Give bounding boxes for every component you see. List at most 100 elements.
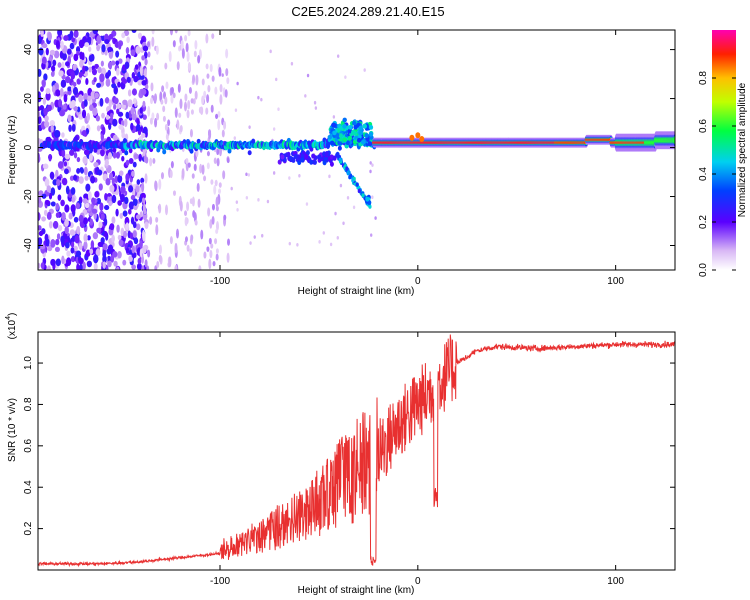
spectrogram-cell [219,94,223,105]
spectrogram-cell [147,51,151,58]
spectrogram-cell [107,152,113,160]
snr-marks [38,334,675,568]
spectrogram-cell [347,128,353,134]
spectrogram-cell [144,83,149,90]
spectrogram-cell [73,152,78,159]
spectrogram-cell [68,124,72,132]
spectrogram-cell [172,190,176,196]
spectrogram-cell [66,48,72,55]
spectrogram-cell [211,203,215,211]
spectrogram-cell [187,162,191,168]
spectrogram-cell [288,241,291,246]
spectrogram-cell [58,70,64,77]
spectrogram-cell [360,139,366,145]
spectrogram-cell [342,123,347,129]
spectrogram-cell [155,224,159,236]
spectrogram-cell [130,106,135,115]
snr-y-scale-base: (x10 [7,319,18,339]
spectrogram-cell [108,200,113,207]
spectrogram-cell [127,100,133,108]
spectrogram-cell [96,125,101,132]
spectrogram-cell [215,228,219,234]
spectrogram-cell [76,157,81,163]
spectrogram-cell [135,123,141,132]
spectrogram-cell [192,210,196,218]
spectrogram-cell [342,137,348,143]
spectrogram-cell [367,141,373,147]
spectrogram-cell [247,150,252,156]
spectrogram-cell [164,204,168,216]
spectrogram-cell [78,39,85,49]
spectrogram-cell [208,237,212,245]
spectrogram-cell [288,155,293,161]
spectrogram-cell [116,103,122,109]
spectrogram-cell [185,157,189,164]
spectrogram-cell [83,241,88,250]
spectrogram-cell [189,148,194,154]
spectrogram-cell [45,238,50,247]
spectrogram-cell [174,265,178,270]
spectrogram-cell [215,113,219,120]
spectrogram-cell [96,35,102,45]
spectrogram-cell [137,71,141,78]
spectrogram-cell [136,118,140,126]
spectrogram-cell [53,50,60,59]
spectrogram-cell [165,133,169,141]
spectrogram-cell [135,45,141,55]
spectrogram-cell [226,252,230,263]
spectrogram-cell [332,130,337,136]
spectrogram-cell [253,235,256,239]
spectrogram-cell [125,222,129,231]
spectrogram-cell [207,84,211,93]
spectrogram-cell [192,74,196,84]
spectrogram-cell [102,255,107,263]
spectrogram-cell [99,202,104,212]
spectrogram-cell [105,114,110,120]
snr-y-tick-label: 0.4 [23,480,34,494]
spectrogram-cell [92,30,99,35]
spectrogram-cell [96,197,102,205]
spectrogram-cell [206,73,210,79]
spectrogram-cell [150,82,154,92]
spectrogram-cell [91,68,98,76]
spectrogram-cell [245,172,248,177]
snr-x-tick-label: -100 [210,576,230,587]
snr-x-label: Height of straight line (km) [298,585,415,596]
spectrogram-cell [176,61,180,71]
spectrogram-cell [45,92,51,101]
spectrogram-cell [165,81,169,89]
spectrogram-cell [65,76,71,84]
spectrogram-cell [61,52,67,61]
spectrogram-cell [223,214,227,221]
spectrogram-cell [116,67,120,76]
spectrogram-cell [89,104,94,112]
spectrogram-cell [50,65,56,72]
spectrogram-cell [50,238,56,248]
spectrogram-cell [126,36,130,44]
spectrogram-cell [280,154,285,160]
spectrogram-cell [175,228,179,239]
spectrogram-cell [230,186,233,191]
spectrogram-cell [149,216,153,225]
colorbar-tick-label: 0.0 [698,263,709,277]
spectrogram-cell [125,159,130,166]
spectrogram-cell [133,204,138,211]
spectrogram-cell [109,223,115,231]
spectrogram-cell [190,98,194,104]
spectrogram-y-tick-label: 20 [23,93,34,105]
spectrogram-cell [130,195,136,201]
spectrogram-cell [107,61,113,69]
spectrogram-cell [186,201,190,212]
spectrogram-cell [50,258,56,267]
colorbar-ticks: 0.0 0.2 0.4 0.6 0.8 [698,71,736,277]
spectrogram-cell [135,185,140,193]
spectrogram-cell [291,157,296,163]
spectrogram-cell [199,163,203,174]
spectrogram-cell [118,42,122,50]
spectrogram-cell [133,153,140,159]
spectrogram-cell [91,197,96,204]
snr-x-tick-label: 0 [415,576,421,587]
spectrogram-cell [64,168,69,175]
spectrogram-cell [130,122,134,131]
spectrogram-cell [76,263,80,270]
